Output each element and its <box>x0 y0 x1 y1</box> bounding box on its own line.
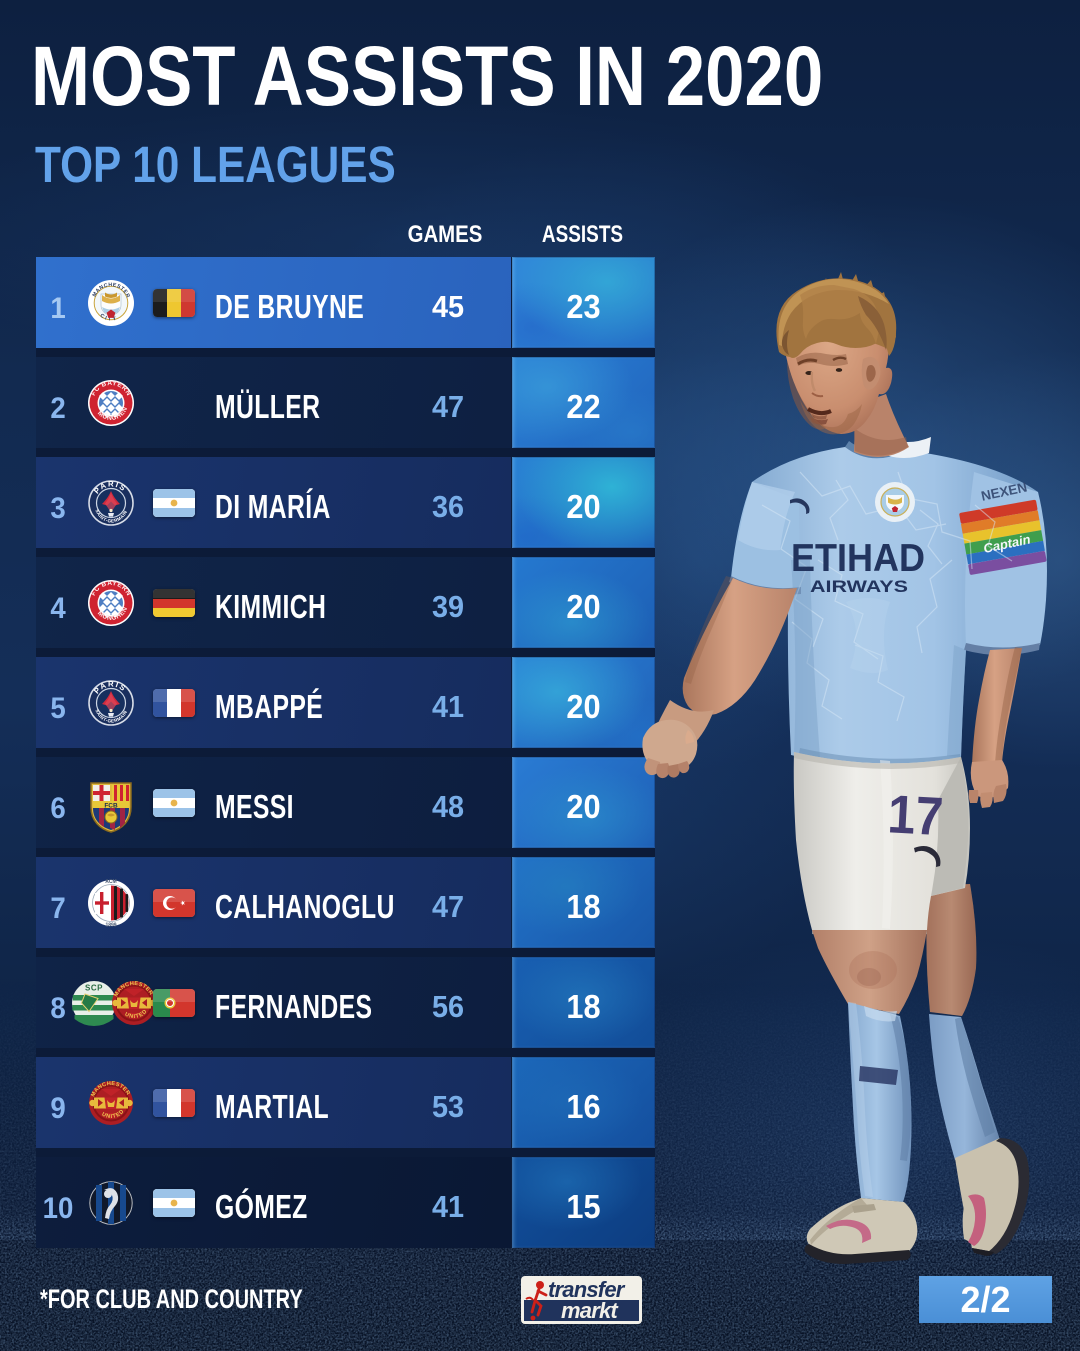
svg-text:AIRWAYS: AIRWAYS <box>810 578 908 596</box>
svg-text:1899: 1899 <box>105 923 116 929</box>
svg-text:ETIHAD: ETIHAD <box>791 537 925 580</box>
svg-text:CITY: CITY <box>99 313 119 323</box>
svg-text:ACM: ACM <box>105 879 116 885</box>
svg-text:FCB: FCB <box>104 803 118 810</box>
svg-text:17: 17 <box>886 783 944 846</box>
svg-text:UNITED: UNITED <box>124 1008 149 1020</box>
svg-text:SCP: SCP <box>85 984 103 993</box>
